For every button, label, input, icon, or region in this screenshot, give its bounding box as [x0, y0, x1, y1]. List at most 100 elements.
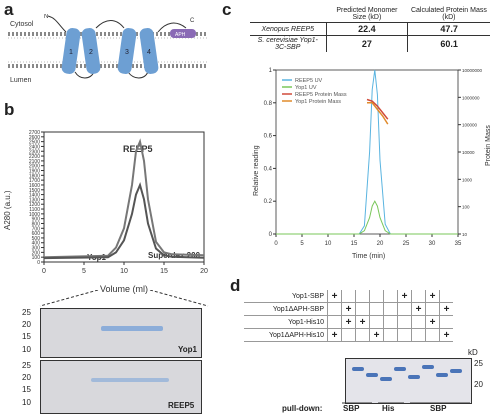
x-tick-label: 0 — [274, 241, 278, 247]
lane-cell — [355, 328, 370, 342]
pulldown-grid: Yop1-SBP + + + Yop1ΔAPH-SBP + + + Yop1-His10 + + + Y… — [244, 290, 453, 342]
table-header-cell: Calculated Protein Mass (kD) — [407, 6, 490, 23]
kd-label: kD — [468, 348, 478, 357]
marker-25: 25 — [22, 308, 31, 317]
membrane-topology-diagram: Cytosol Lumen N C APH 1 2 3 4 — [8, 14, 208, 84]
lane-cell — [369, 290, 384, 303]
x-tick-label: 10 — [120, 268, 128, 275]
legend-entry: REEP5 UV — [295, 78, 323, 84]
lane-cell — [355, 290, 370, 303]
y-tick-label: 900 — [32, 217, 41, 223]
y-tick-label: 0 — [269, 232, 273, 238]
lane-cell — [327, 302, 342, 316]
lane-cell — [397, 328, 412, 342]
y-tick-label: 0.6 — [264, 134, 273, 140]
gel-band — [436, 373, 448, 377]
mass-table: Predicted Monomer Size (kD) Calculated P… — [250, 6, 490, 52]
y-tick-label: 2700 — [29, 130, 40, 136]
y-tick-label: 800 — [32, 221, 41, 227]
gel-reep5-label: REEP5 — [168, 401, 195, 410]
x-tick-label: 10 — [325, 241, 332, 247]
marker-20: 20 — [22, 373, 31, 382]
y-tick-label: 1500 — [29, 188, 40, 194]
loop-3-4 — [127, 71, 149, 79]
lipid-bilayer — [8, 32, 208, 68]
mals-ylabel-left: Relative reading — [253, 145, 260, 196]
gel-band — [352, 367, 364, 371]
gel-band — [366, 373, 378, 377]
lane-cell: + — [327, 290, 342, 303]
x-tick-label: 0 — [42, 268, 46, 275]
y-tick-label: 1600 — [29, 183, 40, 189]
y-tick-label: 300 — [32, 246, 41, 252]
helix-2-label: 2 — [89, 49, 93, 56]
panel-b-label: b — [4, 100, 15, 119]
lane-cell: + — [425, 315, 440, 329]
gel-band — [422, 365, 434, 369]
lane-cell — [397, 302, 412, 316]
pulldown-group-his: His — [382, 404, 395, 413]
series-line — [276, 200, 458, 235]
lane-cell — [383, 328, 398, 342]
table-cell: 27 — [325, 35, 408, 52]
x-tick-label: 20 — [377, 241, 384, 247]
legend-entry: Yop1 UV — [295, 85, 317, 91]
marker-20: 20 — [22, 320, 31, 329]
y-tick-label: 0.4 — [264, 166, 273, 172]
helix-3-label: 3 — [125, 49, 129, 56]
table-row: S. cerevisiae Yop1-3C-SBP 27 60.1 — [250, 35, 490, 52]
y-tick-label: 2000 — [29, 164, 40, 170]
y2-tick-label: 100 — [462, 205, 470, 210]
marker-15: 15 — [22, 332, 31, 341]
table-cell: 22.4 — [325, 22, 408, 36]
lane-cell — [383, 302, 398, 316]
cytosol-label: Cytosol — [10, 21, 34, 28]
lane-cell — [425, 328, 440, 342]
y-tick-label: 1000 — [29, 212, 40, 218]
y-tick-label: 0.8 — [264, 101, 273, 107]
x-tick-label: 30 — [429, 241, 436, 247]
series-line — [367, 102, 389, 125]
y-tick-label: 600 — [32, 231, 41, 237]
construct-label: Yop1-His10 — [288, 318, 324, 326]
x-tick-label: 25 — [403, 241, 410, 247]
pulldown-row: Yop1-SBP + + + — [244, 290, 453, 303]
y-tick-label: 1100 — [29, 207, 40, 213]
pulldown-group-lines — [342, 402, 470, 404]
y-tick-label: 100 — [32, 255, 41, 261]
y-tick-label: 2300 — [29, 149, 40, 155]
sec-xlabel: Volume (ml) — [100, 284, 148, 294]
lumen-label: Lumen — [10, 77, 32, 84]
panel-a-label: a — [4, 0, 14, 19]
table-cell: S. cerevisiae Yop1-3C-SBP — [257, 37, 318, 51]
lane-cell — [369, 302, 384, 316]
y-tick-label: 2400 — [29, 144, 40, 150]
lane-cell: + — [439, 328, 453, 342]
series-line-reep5 — [43, 138, 205, 259]
helix-1-label: 1 — [69, 49, 73, 56]
lane-cell — [383, 290, 398, 303]
y-tick-label: 2100 — [29, 159, 40, 165]
lane-cell: + — [369, 328, 384, 342]
table-cell: Xenopus REEP5 — [250, 22, 326, 36]
series-line — [366, 98, 389, 120]
lane-cell — [341, 328, 356, 342]
y-tick-label: 700 — [32, 226, 41, 232]
marker-10: 10 — [22, 398, 31, 407]
mals-xlabel: Time (min) — [352, 253, 385, 260]
lane-cell: + — [327, 328, 342, 342]
y-tick-label: 2500 — [29, 140, 40, 146]
y2-tick-label: 10 — [462, 232, 468, 237]
pulldown-group-sbp-1: SBP — [343, 404, 360, 413]
y2-tick-label: 1000 — [462, 177, 473, 182]
marker-25: 25 — [474, 359, 483, 368]
table-cell: 47.7 — [407, 22, 490, 36]
helix-4-label: 4 — [147, 49, 151, 56]
lane-cell — [439, 290, 453, 303]
lane-cell — [369, 315, 384, 329]
x-tick-label: 5 — [300, 241, 304, 247]
lane-cell — [411, 290, 426, 303]
lane-cell — [355, 302, 370, 316]
table-header-cell: Predicted Monomer Size (kD) — [326, 6, 408, 23]
pulldown-row: Yop1ΔAPH-His10 + + + — [244, 328, 453, 342]
